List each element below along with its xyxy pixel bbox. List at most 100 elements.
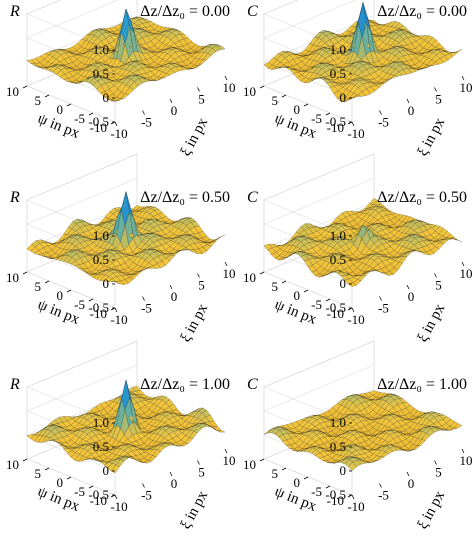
surface [26,191,226,285]
xi-tick [434,273,437,278]
psi-tick-label: 10 [243,457,256,472]
xi-tick [379,483,382,488]
psi-tick-label: 10 [6,84,19,99]
psi-tick [44,94,50,98]
panel-annotation: Δz/Δz₀ = 0.50 [140,189,230,206]
xi-tick [434,87,437,92]
psi-tick [88,112,94,116]
z-gridline [263,340,375,424]
psi-tick [259,458,265,462]
psi-tick [281,467,287,471]
xi-tick [114,121,118,127]
xi-tick-label: 5 [435,278,442,293]
xi-tick [197,460,200,465]
psi-tick [303,103,309,107]
psi-tick-label: 5 [272,93,279,108]
psi-tick [66,289,72,293]
panel-annotation: Δz/Δz₀ = 1.00 [377,376,467,393]
z-tick-label: 0.5 [93,66,109,81]
psi-tick [22,85,28,89]
panel-label: R [9,3,20,20]
z-tick-label: 0 [340,463,347,478]
psi-tick [110,121,116,125]
psi-tick [110,494,116,498]
z-gridline [263,153,375,237]
psi-tick-label: 0 [294,288,301,303]
panel-annotation: Δz/Δz₀ = 0.00 [377,3,467,20]
z-tick-label: -0.5 [325,487,346,502]
xi-tick-label: 0 [408,289,415,304]
xi-axis-label: ξ in px [415,115,449,159]
psi-tick-label: -5 [311,484,322,499]
xi-axis-label: ξ in px [178,115,212,159]
xi-tick-label: 0 [171,289,178,304]
xi-tick [379,296,382,301]
xi-tick [197,87,200,92]
psi-tick [347,121,353,125]
xi-tick [169,284,173,290]
z-tick-label: 0 [340,90,347,105]
xi-tick-label: 0 [408,103,415,118]
z-tick-label: 0.5 [330,252,346,267]
xi-tick-label: -10 [347,499,364,514]
psi-tick [22,458,28,462]
psi-tick-label: -10 [90,493,107,508]
z-tick-label: -0.5 [88,487,109,502]
surface-patch [453,423,463,429]
surface-patch [453,238,463,243]
xi-tick [406,284,410,290]
z-tick-label: 1.0 [330,228,346,243]
xi-tick-label: 5 [198,278,205,293]
z-tick-label: -0.5 [88,300,109,315]
xi-tick-label: -10 [347,312,364,327]
xi-tick-label: 10 [223,453,236,468]
z-tick-label: 1.0 [93,42,109,57]
xi-tick [461,261,465,267]
xi-tick [169,98,173,104]
xi-tick [224,261,228,267]
surface-patch [453,48,463,53]
xi-tick-label: 10 [460,80,473,95]
xi-tick-label: -5 [378,115,389,130]
xi-tick-label: -5 [141,301,152,316]
psi-tick-label: 0 [57,475,64,490]
panel-annotation: Δz/Δz₀ = 0.50 [377,189,467,206]
psi-tick-label: 5 [35,466,42,481]
panel-label: R [9,189,20,206]
xi-tick [169,471,173,477]
psi-tick [110,307,116,311]
z-tick-label: 0.5 [330,439,346,454]
xi-tick-label: 10 [223,266,236,281]
xi-tick-label: 5 [198,465,205,480]
panel-annotation: Δz/Δz₀ = 1.00 [140,376,230,393]
z-tick-label: 1.0 [330,42,346,57]
z-tick-label: 0.5 [93,252,109,267]
z-tick-label: 1.0 [93,228,109,243]
psi-tick-label: -10 [90,306,107,321]
psi-tick [259,271,265,275]
psi-tick-label: 10 [243,84,256,99]
psi-tick-label: 5 [272,466,279,481]
psi-tick-label: 0 [294,475,301,490]
z-tick-label: 1.0 [330,415,346,430]
psi-tick [22,271,28,275]
xi-tick [224,75,228,81]
xi-tick-label: 5 [198,92,205,107]
psi-tick [88,298,94,302]
z-tick-label: 1.0 [93,415,109,430]
z-tick-label: 0.5 [93,439,109,454]
xi-axis-label: ξ in px [415,301,449,345]
psi-tick [259,85,265,89]
psi-tick [325,112,331,116]
z-tick-label: -0.5 [88,114,109,129]
surface-patch [216,430,226,433]
psi-tick-label: -10 [327,306,344,321]
xi-tick-label: -10 [110,126,127,141]
xi-axis-label: ξ in px [178,488,212,532]
psi-tick-label: -5 [311,297,322,312]
psi-tick-label: 10 [6,270,19,285]
xi-tick-label: 0 [171,476,178,491]
